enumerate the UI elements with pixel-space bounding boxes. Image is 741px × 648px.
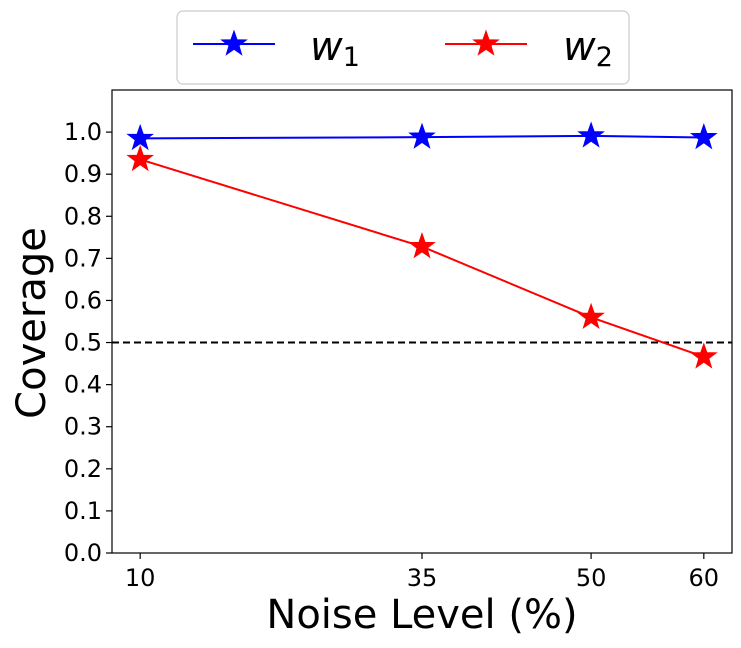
y-tick-label: 0.9 xyxy=(64,160,102,188)
legend-star-icon-series-2 xyxy=(472,29,500,56)
series-2 xyxy=(126,144,718,369)
x-axis: 10 35 50 60 xyxy=(125,553,719,592)
series-1-point-star xyxy=(690,123,718,150)
series-group xyxy=(126,121,718,369)
y-axis: 0.0 0.1 0.2 0.3 0.4 0.5 0.6 0.7 0.8 0.9 1.0 xyxy=(64,118,112,567)
y-axis-label: Coverage xyxy=(9,227,55,419)
legend-box xyxy=(176,10,630,85)
series-1-point-star xyxy=(126,123,154,151)
x-tick-label: 60 xyxy=(689,564,720,592)
y-tick-label: 0.3 xyxy=(64,413,102,441)
legend-entry-series-1: w1 xyxy=(193,24,360,73)
y-tick-label: 0.0 xyxy=(64,539,102,567)
y-tick-label: 1.0 xyxy=(64,118,102,146)
x-tick-label: 10 xyxy=(125,564,156,592)
series-1 xyxy=(126,121,718,151)
x-axis-label: Noise Level (%) xyxy=(266,592,577,638)
x-tick-label: 50 xyxy=(576,564,607,592)
series-2-point-star xyxy=(577,302,605,330)
series-2-point-star xyxy=(408,232,436,259)
legend-entry-series-2: w2 xyxy=(445,24,613,73)
y-tick-label: 0.4 xyxy=(64,371,102,399)
plot-frame xyxy=(111,89,733,554)
series-1-point-star xyxy=(408,122,436,149)
y-tick-label: 0.6 xyxy=(64,286,102,314)
y-tick-label: 0.1 xyxy=(64,497,102,525)
legend: w1 w2 xyxy=(176,10,630,85)
y-tick-label: 0.7 xyxy=(64,244,102,272)
series-2-point-star xyxy=(690,342,718,369)
legend-label-series-2: w2 xyxy=(563,24,613,73)
y-tick-label: 0.2 xyxy=(64,455,102,483)
series-2-line xyxy=(139,158,705,358)
series-1-line xyxy=(140,134,704,140)
series-2-point-star xyxy=(126,144,154,172)
series-1-point-star xyxy=(577,121,605,148)
legend-star-icon-series-1 xyxy=(220,29,248,56)
x-tick-label: 35 xyxy=(407,564,438,592)
legend-label-series-1: w1 xyxy=(310,24,360,73)
y-tick-label: 0.5 xyxy=(64,329,102,357)
y-tick-label: 0.8 xyxy=(64,202,102,230)
